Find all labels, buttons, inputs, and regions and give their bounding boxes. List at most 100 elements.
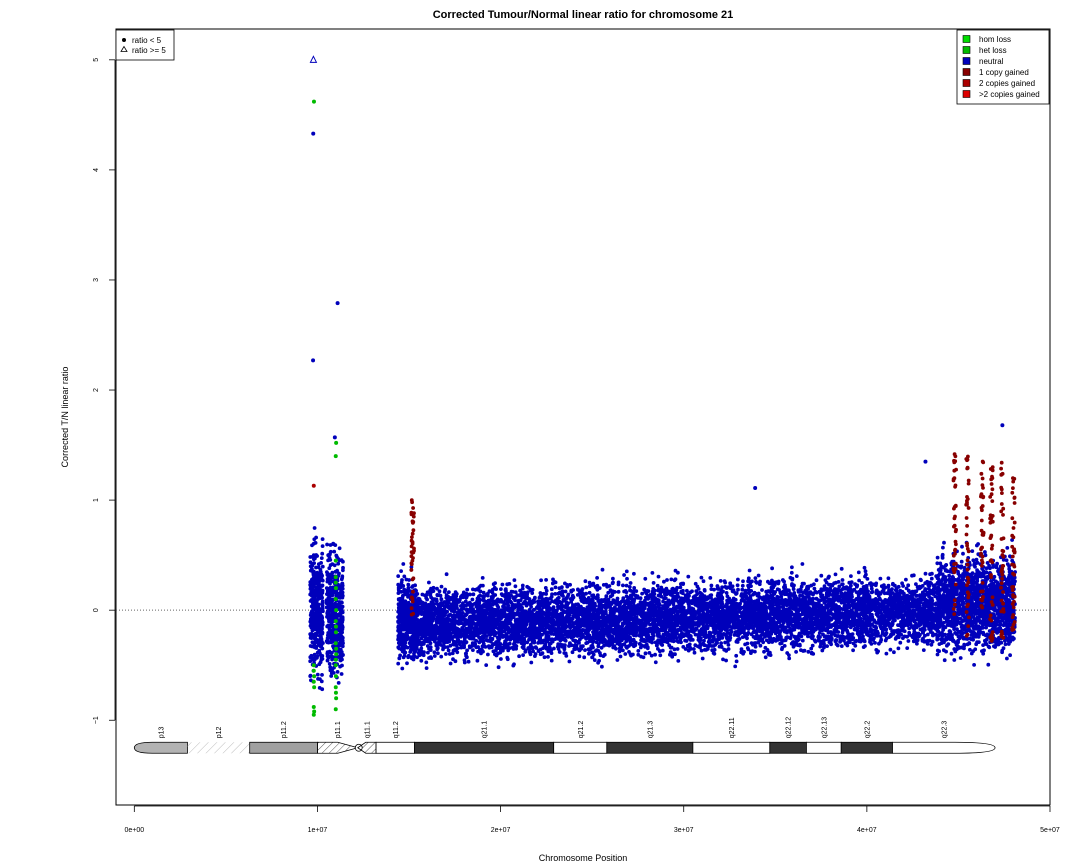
y-tick-label: 5 [93, 58, 100, 62]
ideogram-band [769, 741, 807, 754]
ideogram-band [187, 742, 250, 754]
loss-point [333, 685, 338, 690]
x-axis-label: Chromosome Position [539, 853, 628, 863]
outlier-point [1000, 423, 1005, 428]
color-legend: hom loss het loss neutral 1 copy gained 2 co… [956, 29, 1050, 105]
gain-strip-1 [951, 452, 958, 616]
x-tick-label: 4e+07 [857, 827, 877, 834]
ideogram-band [414, 741, 555, 754]
ideogram-band [692, 741, 771, 754]
gain-strip-3 [979, 459, 986, 610]
legend-swatch [962, 68, 971, 76]
loss-point [312, 709, 317, 714]
loss-point [333, 575, 338, 580]
loss-point [312, 674, 317, 679]
loss-point [311, 668, 316, 673]
loss-point [311, 663, 316, 668]
ideogram-band-label: q22.11 [729, 717, 736, 738]
neutral-point-cloud-1 [324, 541, 345, 685]
x-tick-label: 3e+07 [674, 827, 694, 834]
loss-point [334, 440, 339, 445]
y-tick-label: 3 [93, 278, 100, 282]
ideogram-band [375, 741, 415, 754]
ideogram-band-label: q11.2 [393, 721, 400, 738]
color-legend-label: 1 copy gained [979, 68, 1029, 77]
gain-strip-2 [964, 454, 971, 638]
legend-swatch [962, 35, 971, 43]
chart-title: Corrected Tumour/Normal linear ratio for… [433, 9, 734, 21]
color-legend-label: neutral [979, 57, 1004, 66]
ideogram-band-label: q22.12 [786, 717, 793, 739]
loss-point [334, 646, 339, 651]
ideogram-band [606, 741, 694, 754]
data-points-layer [308, 55, 1017, 717]
neutral-point-cloud-0 [308, 526, 325, 692]
loss-point [311, 99, 316, 104]
ideogram-band [892, 741, 996, 754]
loss-point [333, 674, 338, 679]
open-triangle-symbol [120, 45, 128, 52]
ideogram-band [806, 741, 842, 754]
loss-point [333, 558, 338, 563]
y-tick-label: 0 [93, 608, 100, 612]
gain-strip-0 [409, 498, 416, 617]
ideogram-band-label: q22.13 [821, 717, 828, 739]
loss-point [333, 641, 338, 646]
loss-point [333, 630, 338, 635]
ideogram-band [840, 741, 893, 754]
ideogram-band-label: q21.1 [482, 721, 489, 739]
legend-swatch [962, 79, 971, 87]
y-tick-label: 1 [93, 498, 100, 502]
ideogram-band-label: q22.3 [941, 721, 948, 739]
loss-point [333, 619, 338, 624]
loss-point [333, 707, 338, 712]
ideogram-band-label: p13 [158, 726, 165, 738]
legend-swatch [962, 90, 971, 98]
shape-legend: ratio < 5 ratio >= 5 [115, 29, 175, 61]
x-tick-label: 0e+00 [124, 827, 144, 834]
outlier-triangle-point [309, 55, 318, 63]
gain-strip-6 [1010, 476, 1017, 632]
loss-point [333, 580, 338, 585]
loss-point [333, 597, 338, 602]
outlier-point [311, 483, 316, 488]
loss-point [333, 663, 338, 668]
outlier-point [332, 435, 337, 440]
loss-point [333, 586, 338, 591]
loss-point [311, 705, 316, 710]
ideogram-band [249, 741, 318, 754]
neutral-point-cloud-2 [396, 562, 419, 671]
ideogram-band-label: p11.1 [335, 721, 342, 738]
gain-strip-4 [988, 465, 995, 643]
ideogram-band-label: p11.2 [281, 721, 288, 738]
loss-point [334, 608, 339, 613]
x-tick-label: 5e+07 [1040, 827, 1060, 834]
loss-point [333, 454, 338, 459]
shape-legend-box [115, 29, 175, 61]
ideogram-band [317, 741, 360, 754]
loss-point [311, 712, 316, 717]
x-tick-label: 2e+07 [491, 827, 511, 834]
axes: 0e+00 1e+07 2e+07 3e+07 4e+07 5e+07 −1 0 1 2 3 4 5 [93, 58, 1060, 834]
y-axis-label: Corrected T/N linear ratio [60, 367, 70, 468]
outlier-point [311, 131, 316, 136]
loss-point [334, 652, 339, 657]
outlier-point [753, 485, 758, 490]
filled-circle-symbol [122, 38, 126, 42]
ideogram-band-label: q22.2 [864, 721, 871, 739]
shape-legend-label-0: ratio < 5 [132, 36, 162, 45]
ideogram-band [357, 741, 377, 754]
ideogram-band-label: q11.1 [364, 721, 371, 738]
color-legend-label: >2 copies gained [979, 90, 1040, 99]
y-tick-label: 2 [93, 388, 100, 392]
loss-point [334, 696, 339, 701]
loss-point [333, 690, 338, 695]
ideogram-band-label: q21.3 [647, 721, 654, 739]
ideogram-band-label: p12 [216, 726, 223, 738]
gain-strip-5 [999, 460, 1006, 640]
outlier-point [335, 301, 340, 306]
outlier-point [923, 459, 928, 464]
ideogram-band [133, 741, 188, 754]
color-legend-box [956, 29, 1050, 105]
